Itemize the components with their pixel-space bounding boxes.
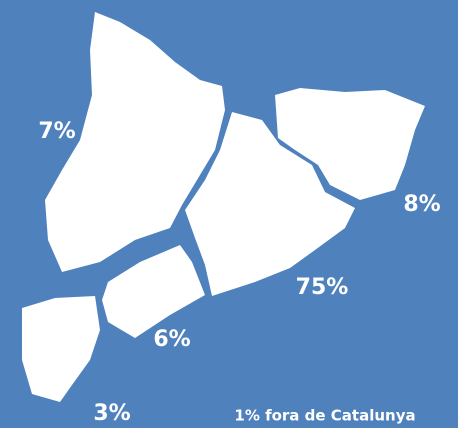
label-girona: 8% [403, 192, 440, 217]
note: 1% fora de Catalunya [234, 407, 415, 425]
region-barcelona [185, 112, 355, 296]
region-girona [275, 88, 425, 200]
label-tarragona: 6% [153, 327, 190, 352]
region-ebre [22, 296, 100, 402]
label-barcelona: 75% [296, 275, 349, 300]
label-lleida: 7% [38, 119, 75, 144]
label-ebre: 3% [93, 401, 130, 426]
region-lleida [45, 12, 225, 272]
region-tarragona [102, 245, 205, 338]
